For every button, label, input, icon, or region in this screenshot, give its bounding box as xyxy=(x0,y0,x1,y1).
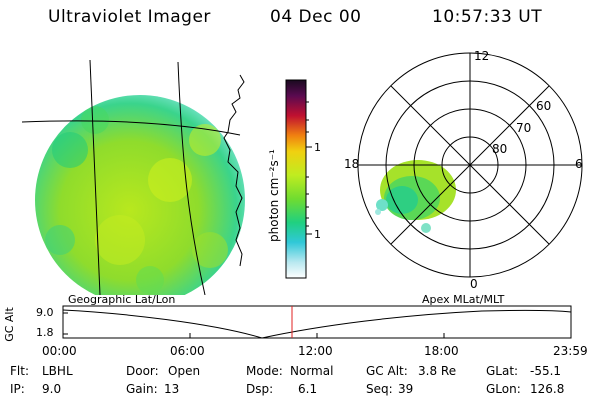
ip-label: IP: xyxy=(10,382,25,396)
mlt-label-18: 18 xyxy=(344,157,359,171)
mode-label: Mode: xyxy=(246,364,283,378)
longitude-line xyxy=(177,61,206,295)
longitude-line xyxy=(89,59,101,295)
colorbar-tick-label: 10 xyxy=(314,228,320,241)
x-tick-2359: 23:59 xyxy=(553,344,588,358)
gc-alt-value: 3.8 Re xyxy=(418,364,457,378)
x-tick-0600: 06:00 xyxy=(170,344,205,358)
door-value: Open xyxy=(168,364,201,378)
x-tick-0000: 00:00 xyxy=(42,344,77,358)
x-tick-1200: 12:00 xyxy=(298,344,333,358)
glon-label: GLon: xyxy=(486,382,521,396)
colorbar-scale xyxy=(285,79,307,279)
mlt-label-0: 0 xyxy=(470,277,478,291)
mode-value: Normal xyxy=(290,364,334,378)
gain-label: Gain: xyxy=(126,382,158,396)
altitude-tick-high: 9.0 xyxy=(36,306,54,319)
door-label: Door: xyxy=(126,364,159,378)
geographic-image xyxy=(21,59,245,295)
lat-label-60: 60 xyxy=(536,99,551,113)
filter-label: Flt: xyxy=(10,364,29,378)
x-tick-1800: 18:00 xyxy=(424,344,459,358)
polar-plot: 12 18 6 0 60 70 80 xyxy=(344,49,583,291)
date-label: 04 Dec 00 xyxy=(270,7,362,27)
lat-label-70: 70 xyxy=(516,121,531,135)
instrument-title: Ultraviolet Imager xyxy=(48,7,211,27)
glat-label: GLat: xyxy=(486,364,519,378)
dsp-label: Dsp: xyxy=(246,382,274,396)
filter-value: LBHL xyxy=(42,364,73,378)
colorbar-unit-label: photon cm⁻²s⁻¹ xyxy=(267,149,281,242)
mlt-label-12: 12 xyxy=(474,49,489,63)
glon-value: 126.8 xyxy=(530,382,565,396)
coastline xyxy=(223,74,245,267)
colorbar-tick-label: 100 xyxy=(314,141,320,154)
gc-alt-label: GC Alt: xyxy=(366,364,408,378)
geographic-projection-label: Geographic Lat/Lon xyxy=(68,293,176,306)
ip-value: 9.0 xyxy=(42,382,62,396)
time-label: 10:57:33 UT xyxy=(432,7,543,27)
emission-speckle xyxy=(45,106,228,294)
altitude-axis-label: GC Alt xyxy=(2,307,16,342)
seq-label: Seq: xyxy=(366,382,393,396)
mlt-meridians xyxy=(358,53,582,277)
colorbar-ticks xyxy=(306,101,312,235)
latitude-line xyxy=(21,120,241,136)
lat-label-80: 80 xyxy=(492,142,507,156)
gain-value: 13 xyxy=(164,382,180,396)
colorbar: 100 10 photon cm⁻²s⁻¹ xyxy=(267,79,320,279)
altitude-x-ticks xyxy=(189,333,445,338)
altitude-curve xyxy=(62,309,572,339)
altitude-tick-low: 1.8 xyxy=(36,326,54,339)
apex-projection-label: Apex MLat/MLT xyxy=(422,293,505,306)
mlt-label-6: 6 xyxy=(575,157,583,171)
seq-value: 39 xyxy=(398,382,414,396)
dsp-value: 6.1 xyxy=(298,382,318,396)
auroral-oval xyxy=(375,160,456,233)
altitude-plot-frame xyxy=(62,305,572,339)
glat-value: -55.1 xyxy=(530,364,562,378)
altitude-plot xyxy=(62,305,572,339)
